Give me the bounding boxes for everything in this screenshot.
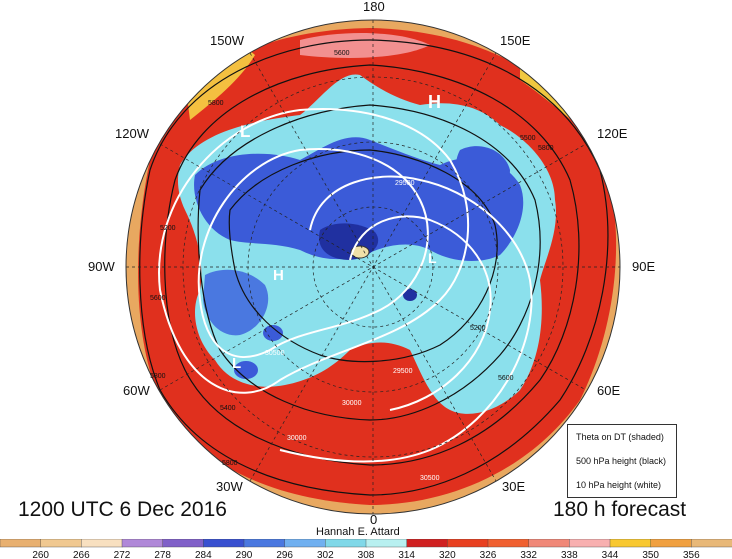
colorbar-swatch [284, 539, 327, 548]
colorbar-tick-label: 284 [195, 550, 212, 559]
geopotential-500-contours [139, 39, 609, 496]
lon-label-90w: 90W [88, 259, 115, 274]
colorbar-tick-label: 266 [73, 550, 90, 559]
legend-white-contour-entry: 10 hPa height (white) [576, 480, 662, 490]
colorbar-swatch [487, 539, 530, 548]
colorbar-swatch [325, 539, 367, 548]
geopotential-10-contours [158, 108, 533, 463]
blue-blob-3 [234, 361, 258, 379]
colorbar: 260 266 272 278 284 290 296 302 308 314 320 326 332 3… [0, 539, 732, 559]
colorbar-swatch [203, 539, 245, 548]
colorbar-tick-label: 260 [32, 550, 49, 559]
lon-label-30w: 30W [216, 479, 243, 494]
map-boundary [125, 19, 621, 515]
blue-region [194, 137, 524, 262]
contour-label: 5400 [220, 405, 236, 412]
colorbar-swatch [650, 539, 693, 548]
colorbar-tick-label: 356 [683, 550, 700, 559]
colorbar-swatch [609, 539, 652, 548]
colorbar-swatch [243, 539, 286, 548]
forecast-lead: 180 h forecast [553, 498, 687, 521]
colorbar-swatch [162, 539, 205, 548]
contour-label: 5600 [498, 375, 514, 382]
low-pressure-label: L [428, 250, 437, 266]
ten-hpa-labels: 30500 29500 30000 29500 30500 30000 [265, 180, 440, 482]
contour-label: 29500 [393, 368, 413, 375]
lon-label-120w: 120W [115, 126, 150, 141]
contour-label: 29500 [395, 180, 415, 187]
lon-label-60w: 60W [123, 383, 150, 398]
pressure-systems: H L H L L [232, 92, 441, 372]
vortex-core [350, 245, 370, 259]
contour-label: 5600 [150, 295, 166, 302]
lat-lon-grid [126, 20, 620, 514]
colorbar-tick-label: 290 [236, 550, 253, 559]
contour-label: 30500 [265, 350, 285, 357]
author-credit: Hannah E. Attard [316, 526, 400, 538]
contour-value-labels: 5600 5800 5500 5200 5600 5800 5400 5800 … [150, 50, 554, 467]
colorbar-tick-label: 302 [317, 550, 334, 559]
colorbar-swatch [528, 539, 571, 548]
high-pressure-label: H [428, 92, 441, 112]
lon-label-90e: 90E [632, 259, 655, 274]
colorbar-swatch [691, 539, 732, 548]
colorbar-tick-label: 350 [642, 550, 659, 559]
contour-label: 30500 [420, 475, 440, 482]
lon-label-120e: 120E [597, 126, 628, 141]
colorbar-tick-label: 296 [276, 550, 293, 559]
lon-label-150e: 150E [500, 33, 531, 48]
field-legend: Theta on DT (shaded) 500 hPa height (bla… [567, 424, 677, 498]
colorbar-tick-label: 272 [114, 550, 131, 559]
colorbar-tick-label: 278 [154, 550, 171, 559]
colorbar-tick-label: 332 [520, 550, 537, 559]
lon-label-60e: 60E [597, 383, 620, 398]
colorbar-swatch [121, 539, 164, 548]
colorbar-tick-label: 338 [561, 550, 578, 559]
colorbar-swatch [40, 539, 83, 548]
colorbar-swatch [447, 539, 489, 548]
low-pressure-label: L [232, 355, 241, 372]
colorbar-tick-label: 344 [602, 550, 619, 559]
contour-label: 5200 [470, 325, 486, 332]
contour-label: 30000 [342, 400, 362, 407]
contour-label: 5800 [538, 145, 554, 152]
pink-patch-n [300, 33, 430, 58]
lon-label-30e: 30E [502, 479, 525, 494]
contour-label: 5500 [520, 135, 536, 142]
lon-label-150w: 150W [210, 33, 245, 48]
light-blue-region [203, 269, 269, 336]
legend-black-contour-entry: 500 hPa height (black) [576, 456, 667, 466]
contour-label: 5800 [208, 100, 224, 107]
longitude-labels: 180 150E 120E 90E 60E 30E 0 30W 60W 90W … [88, 0, 655, 527]
colorbar-swatch [406, 539, 449, 548]
colorbar-swatch [81, 539, 123, 548]
high-pressure-label: H [273, 267, 284, 284]
contour-label: 5200 [160, 225, 176, 232]
colorbar-tick-label: 320 [439, 550, 456, 559]
blue-blob-1 [263, 325, 283, 341]
blue-blob-2 [403, 289, 417, 301]
legend-shaded-entry: Theta on DT (shaded) [576, 432, 664, 442]
colorbar-tick-label: 326 [480, 550, 497, 559]
polar-stereographic-map: H L H L L 5600 5800 5500 5200 5600 5800 … [88, 0, 655, 527]
blue-patch-east [455, 146, 510, 197]
colorbar-swatch [0, 539, 42, 548]
contour-label: 5800 [150, 373, 166, 380]
colorbar-tick-label: 308 [358, 550, 375, 559]
contour-label: 30000 [287, 435, 307, 442]
colorbar-swatch [365, 539, 408, 548]
lon-label-0: 0 [370, 512, 377, 527]
contour-label: 5800 [222, 460, 238, 467]
low-pressure-label: L [240, 122, 250, 141]
colorbar-tick-label: 314 [398, 550, 415, 559]
colorbar-swatch [569, 539, 611, 548]
contour-label: 5600 [334, 50, 350, 57]
valid-time: 1200 UTC 6 Dec 2016 [18, 498, 227, 521]
lon-label-180: 180 [363, 0, 385, 14]
